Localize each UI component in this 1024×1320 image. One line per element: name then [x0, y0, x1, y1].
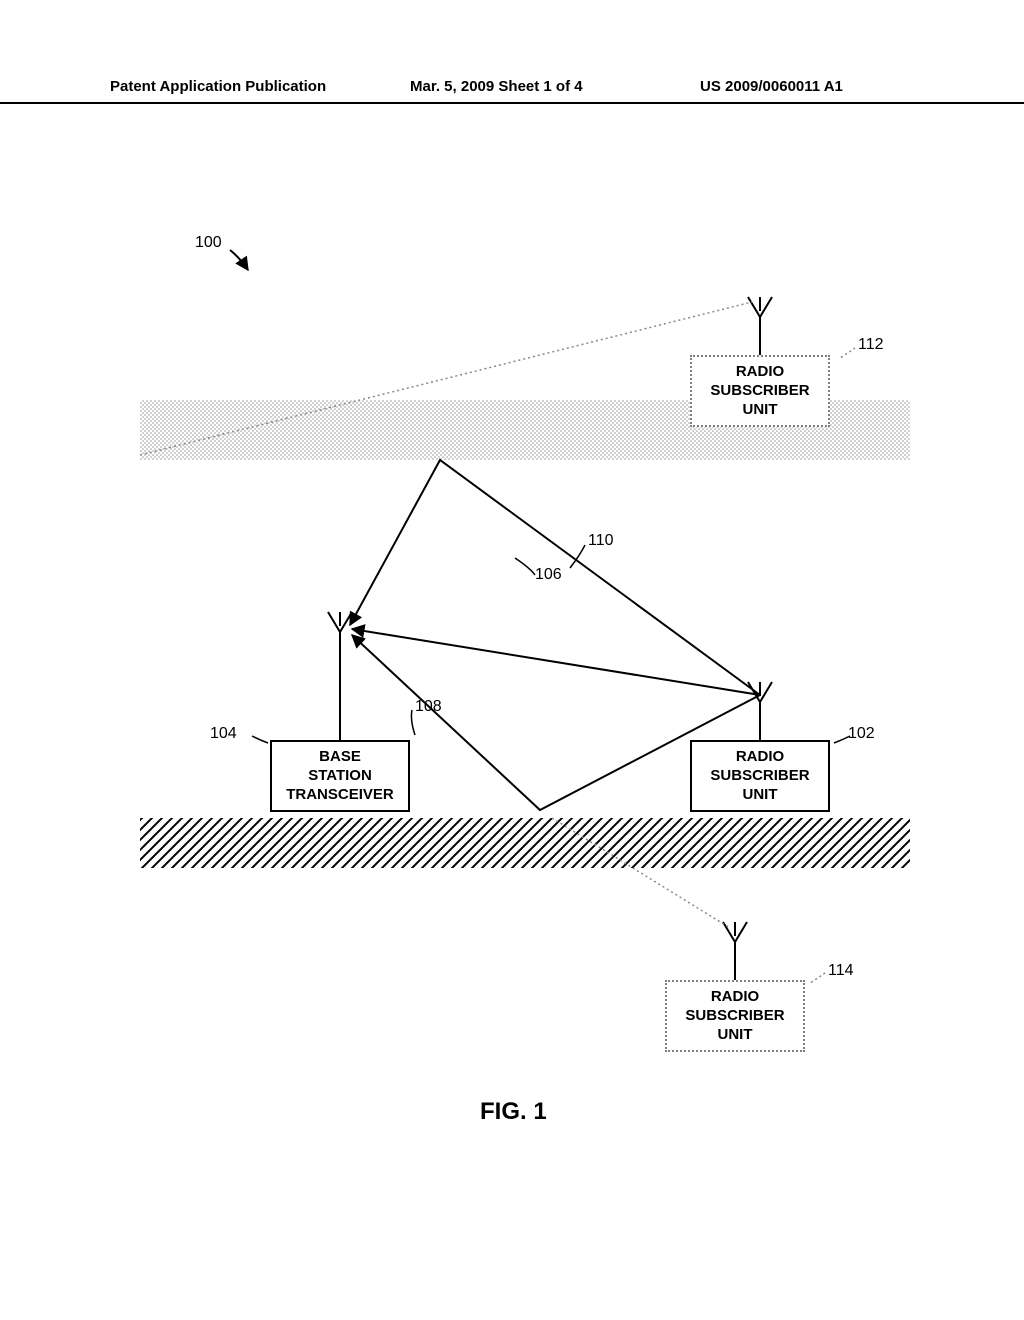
ref-100-leader — [230, 250, 248, 270]
ref-114: 114 — [828, 962, 854, 980]
figure-svg — [80, 150, 940, 1050]
rsu-top-box: RADIO SUBSCRIBER UNIT — [690, 355, 830, 427]
base-station-line1: BASE — [319, 748, 361, 765]
base-station-line2: STATION — [308, 767, 372, 784]
ref-114-leader — [810, 973, 825, 983]
header-right: US 2009/0060011 A1 — [700, 78, 843, 95]
ref-102: 102 — [848, 725, 875, 743]
rsu-right-line1: RADIO — [736, 748, 784, 765]
ref-106-leader — [515, 558, 535, 575]
page: Patent Application Publication Mar. 5, 2… — [0, 0, 1024, 1320]
ref-104: 104 — [210, 725, 237, 743]
rsu-right-line3: UNIT — [743, 786, 778, 803]
rsu-top-line1: RADIO — [736, 363, 784, 380]
rsu-bottom-box: RADIO SUBSCRIBER UNIT — [665, 980, 805, 1052]
base-station-line3: TRANSCEIVER — [286, 786, 394, 803]
base-station-antenna-icon — [328, 612, 352, 740]
figure-area: BASE STATION TRANSCEIVER RADIO SUBSCRIBE… — [80, 150, 940, 1050]
path-106 — [352, 629, 760, 695]
figure-caption: FIG. 1 — [480, 1098, 547, 1126]
ref-108: 108 — [415, 698, 442, 716]
base-station-box: BASE STATION TRANSCEIVER — [270, 740, 410, 812]
ref-112: 112 — [858, 336, 884, 354]
rsu-top-antenna-icon — [748, 297, 772, 355]
page-header: Patent Application Publication Mar. 5, 2… — [0, 78, 1024, 104]
ref-112-leader — [840, 348, 855, 358]
rsu-bottom-line1: RADIO — [711, 988, 759, 1005]
rsu-right-antenna-icon — [748, 682, 772, 740]
rsu-top-line2: SUBSCRIBER — [710, 382, 809, 399]
rsu-bottom-antenna-icon — [723, 922, 747, 980]
header-left: Patent Application Publication — [110, 78, 326, 95]
rsu-right-box: RADIO SUBSCRIBER UNIT — [690, 740, 830, 812]
ref-110: 110 — [588, 532, 614, 550]
ground-band — [140, 818, 910, 868]
rsu-top-line3: UNIT — [743, 401, 778, 418]
ref-100: 100 — [195, 234, 222, 252]
rsu-bottom-line3: UNIT — [718, 1026, 753, 1043]
ref-106: 106 — [535, 566, 562, 584]
ref-104-leader — [252, 736, 268, 743]
header-center: Mar. 5, 2009 Sheet 1 of 4 — [410, 78, 583, 95]
rsu-right-line2: SUBSCRIBER — [710, 767, 809, 784]
rsu-bottom-line2: SUBSCRIBER — [685, 1007, 784, 1024]
